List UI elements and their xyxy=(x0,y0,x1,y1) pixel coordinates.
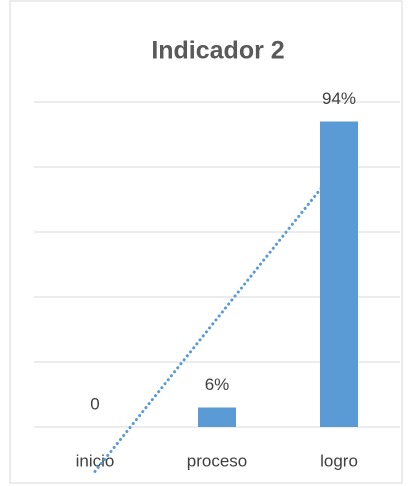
bar xyxy=(198,407,236,427)
bar xyxy=(320,121,358,427)
trendline xyxy=(93,164,341,473)
data-label: 6% xyxy=(205,375,230,394)
chart-title: Indicador 2 xyxy=(151,37,284,65)
x-tick-label: inicio xyxy=(76,451,115,470)
data-label: 94% xyxy=(322,89,356,108)
x-tick-label: proceso xyxy=(187,451,247,470)
x-tick-label: logro xyxy=(320,451,358,470)
data-label: 0 xyxy=(90,394,99,413)
